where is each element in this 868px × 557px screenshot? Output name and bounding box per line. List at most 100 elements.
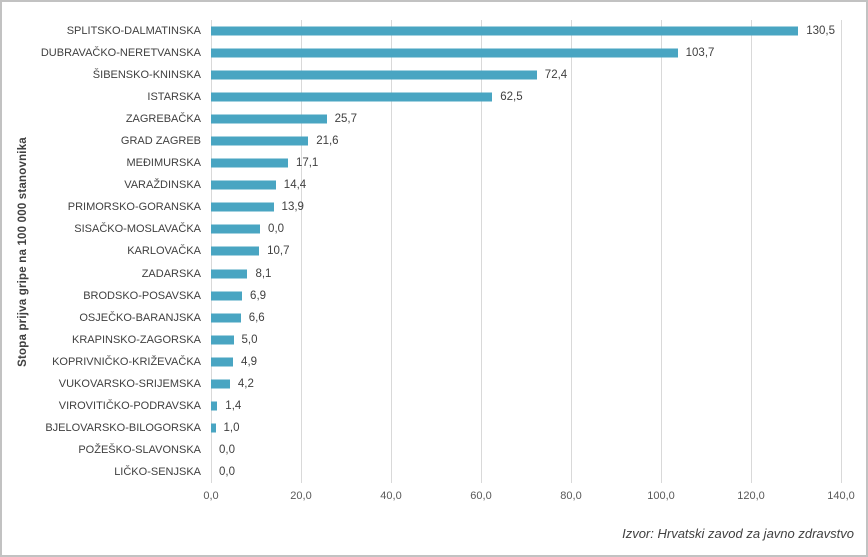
chart-row: KRAPINSKO-ZAGORSKA 5,0 <box>2 329 866 351</box>
bar <box>211 357 234 367</box>
x-tick-label: 60,0 <box>470 490 492 502</box>
value-label: 4,9 <box>241 355 258 368</box>
gridline <box>571 20 572 483</box>
gridline <box>301 20 302 483</box>
x-tick-label: 100,0 <box>647 490 675 502</box>
value-label: 103,7 <box>685 47 715 60</box>
gridline <box>481 20 482 483</box>
x-tick-label: 0,0 <box>203 490 219 502</box>
value-label: 6,6 <box>248 311 265 324</box>
category-label: ŠIBENSKO-KNINSKA <box>92 69 201 82</box>
category-label: SPLITSKO-DALMATINSKA <box>66 25 201 38</box>
chart-row: OSJEČKO-BARANJSKA 6,6 <box>2 307 866 329</box>
bar <box>211 136 309 146</box>
chart-row: ŠIBENSKO-KNINSKA 72,4 <box>2 64 866 86</box>
value-label: 4,2 <box>237 377 254 390</box>
chart-row: DUBRAVAČKO-NERETVANSKA 103,7 <box>2 42 866 64</box>
chart-rows: SPLITSKO-DALMATINSKA 130,5 DUBRAVAČKO-NERE… <box>2 20 866 483</box>
value-label: 62,5 <box>500 91 523 104</box>
bar <box>211 114 327 124</box>
value-label: 1,4 <box>225 399 242 412</box>
category-label: DUBRAVAČKO-NERETVANSKA <box>40 47 201 60</box>
x-tick-label: 120,0 <box>737 490 765 502</box>
category-label: KRAPINSKO-ZAGORSKA <box>72 333 201 346</box>
chart-row: BRODSKO-POSAVSKA 6,9 <box>2 285 866 307</box>
value-label: 5,0 <box>241 333 258 346</box>
bar <box>211 291 243 301</box>
bar <box>211 335 234 345</box>
bar <box>211 269 248 279</box>
category-label: ZAGREBAČKA <box>125 113 201 126</box>
bar <box>211 202 274 212</box>
chart-row: KOPRIVNIČKO-KRIŽEVAČKA 4,9 <box>2 351 866 373</box>
value-label: 6,9 <box>250 289 267 302</box>
category-label: KARLOVAČKA <box>127 245 201 258</box>
chart-row: VUKOVARSKO-SRIJEMSKA 4,2 <box>2 373 866 395</box>
chart-row: ZAGREBAČKA 25,7 <box>2 108 866 130</box>
bar <box>211 224 261 234</box>
value-label: 25,7 <box>334 113 358 126</box>
category-label: VARAŽDINSKA <box>124 179 201 192</box>
chart-row: VIROVITIČKO-PODRAVSKA 1,4 <box>2 395 866 417</box>
x-tick-label: 40,0 <box>380 490 402 502</box>
category-label: MEĐIMURSKA <box>126 157 201 170</box>
bar <box>211 313 241 323</box>
value-label: 21,6 <box>316 135 339 148</box>
value-label: 17,1 <box>295 157 319 170</box>
bar <box>211 401 218 411</box>
bar <box>211 158 288 168</box>
bar <box>211 48 678 58</box>
category-label: BJELOVARSKO-BILOGORSKA <box>45 421 201 434</box>
value-label: 130,5 <box>806 25 836 38</box>
chart-row: VARAŽDINSKA 14,4 <box>2 174 866 196</box>
chart-row: SISAČKO-MOSLAVAČKA 0,0 <box>2 218 866 240</box>
bar <box>211 379 230 389</box>
bar <box>211 180 276 190</box>
category-label: LIČKO-SENJSKA <box>114 465 201 478</box>
source-note: Izvor: Hrvatski zavod za javno zdravstvo <box>622 526 854 541</box>
gridline <box>751 20 752 483</box>
bar <box>211 26 799 36</box>
bar <box>211 70 537 80</box>
gridline <box>841 20 842 483</box>
bar <box>211 92 493 102</box>
bar <box>211 246 260 256</box>
value-label: 0,0 <box>268 223 285 236</box>
chart-row: SPLITSKO-DALMATINSKA 130,5 <box>2 20 866 42</box>
category-label: GRAD ZAGREB <box>120 135 201 148</box>
category-label: PRIMORSKO-GORANSKA <box>67 201 201 214</box>
chart-row: ZADARSKA 8,1 <box>2 263 866 285</box>
category-label: POŽEŠKO-SLAVONSKA <box>78 443 201 456</box>
category-label: VUKOVARSKO-SRIJEMSKA <box>58 377 201 390</box>
value-label: 10,7 <box>267 245 290 258</box>
category-label: KOPRIVNIČKO-KRIŽEVAČKA <box>52 355 201 368</box>
category-label: BRODSKO-POSAVSKA <box>83 289 201 302</box>
chart-row: PRIMORSKO-GORANSKA 13,9 <box>2 196 866 218</box>
value-label: 13,9 <box>281 201 304 214</box>
chart-row: ISTARSKA 62,5 <box>2 86 866 108</box>
category-label: VIROVITIČKO-PODRAVSKA <box>58 399 201 412</box>
value-label: 1,0 <box>223 421 240 434</box>
value-label: 0,0 <box>219 443 235 456</box>
category-label: OSJEČKO-BARANJSKA <box>79 311 201 324</box>
chart-row: GRAD ZAGREB 21,6 <box>2 130 866 152</box>
x-tick-label: 140,0 <box>827 490 855 502</box>
category-label: ZADARSKA <box>141 267 201 280</box>
chart-row: BJELOVARSKO-BILOGORSKA 1,0 <box>2 417 866 439</box>
chart-row: POŽEŠKO-SLAVONSKA 0,0 <box>2 439 866 461</box>
chart-row: LIČKO-SENJSKA 0,0 <box>2 461 866 483</box>
gridline <box>661 20 662 483</box>
chart-row: KARLOVAČKA 10,7 <box>2 240 866 262</box>
x-axis: 0,0 20,0 40,0 60,0 80,0 100,0 120,0 140,0 <box>2 490 866 506</box>
category-label: ISTARSKA <box>147 91 201 104</box>
x-tick-label: 80,0 <box>560 490 582 502</box>
gridline <box>391 20 392 483</box>
x-tick-label: 20,0 <box>290 490 312 502</box>
value-label: 14,4 <box>283 179 307 192</box>
value-label: 72,4 <box>544 69 568 82</box>
category-label: SISAČKO-MOSLAVAČKA <box>74 223 201 236</box>
bar <box>211 423 216 433</box>
value-label: 8,1 <box>255 267 272 280</box>
value-label: 0,0 <box>219 465 235 478</box>
